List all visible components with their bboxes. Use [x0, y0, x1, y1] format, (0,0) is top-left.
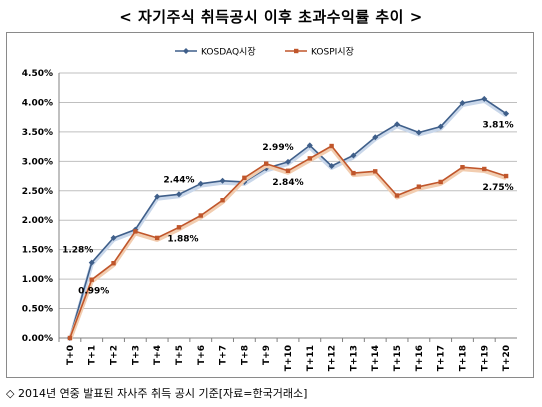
y-tick-label: 0.00% — [22, 334, 53, 344]
y-tick-label: 3.50% — [22, 128, 53, 138]
x-tick-label: T+11 — [306, 345, 316, 371]
data-point — [67, 335, 73, 341]
data-point — [350, 152, 357, 159]
data-point — [437, 123, 444, 130]
data-label: 1.88% — [167, 234, 198, 244]
y-tick-label: 2.00% — [22, 216, 53, 226]
data-point — [306, 142, 313, 149]
data-point — [88, 259, 95, 266]
data-point — [328, 163, 335, 170]
x-tick-label: T+13 — [349, 345, 359, 371]
data-point — [133, 229, 138, 234]
data-point — [415, 129, 422, 136]
data-point — [394, 193, 400, 198]
legend-marker — [183, 48, 189, 54]
data-point — [482, 166, 487, 172]
chart-title: < 자기주식 취득공시 이후 초과수익률 추이 > — [119, 8, 423, 26]
x-tick-label: T+6 — [197, 345, 207, 365]
footnote: ◇ 2014년 연중 발표된 자사주 취득 공시 기준[자료=한국거래소] — [6, 387, 308, 400]
x-tick-label: T+15 — [393, 345, 403, 371]
x-tick-label: T+18 — [458, 345, 468, 371]
y-tick-label: 4.00% — [22, 98, 53, 108]
x-tick-label: T+8 — [240, 345, 250, 365]
data-point — [220, 198, 225, 203]
data-label: 2.99% — [262, 143, 293, 153]
x-tick-label: T+19 — [480, 345, 490, 371]
y-tick-label: 0.50% — [22, 305, 53, 315]
y-tick-label: 2.50% — [22, 187, 53, 197]
data-label: 0.99% — [78, 287, 109, 297]
x-tick-label: T+7 — [219, 345, 229, 365]
data-point — [394, 121, 401, 128]
data-point — [285, 168, 291, 173]
x-tick-label: T+3 — [131, 345, 141, 365]
x-tick-label: T+16 — [415, 345, 425, 371]
series-line-0 — [69, 98, 507, 339]
data-point — [481, 95, 488, 102]
data-point — [503, 110, 510, 117]
legend-label: KOSDAQ시장 — [201, 47, 256, 58]
legend-label: KOSPI시장 — [311, 47, 354, 58]
data-point — [176, 225, 182, 230]
data-point — [351, 170, 356, 176]
data-point — [154, 193, 161, 200]
x-tick-label: T+17 — [437, 345, 447, 371]
y-tick-label: 1.00% — [22, 275, 53, 285]
data-point — [372, 134, 379, 141]
data-point — [175, 191, 182, 198]
data-point — [460, 165, 465, 170]
data-label: 3.81% — [482, 121, 513, 131]
data-point — [263, 161, 269, 166]
x-tick-label: T+5 — [175, 345, 185, 365]
data-point — [242, 175, 247, 181]
data-point — [219, 177, 226, 184]
legend-marker — [294, 48, 299, 54]
x-tick-label: T+2 — [110, 345, 120, 365]
data-point — [438, 179, 443, 185]
x-tick-label: T+4 — [153, 345, 163, 365]
data-point — [110, 234, 117, 241]
line-chart: 0.00% 0.50% 1.00% 1.50% 2.00% 2.50% 3.00% 3.50%… — [22, 47, 517, 371]
x-tick-label: T+10 — [284, 345, 294, 371]
y-tick-label: 3.00% — [22, 157, 53, 167]
data-label: 1.28% — [62, 246, 93, 256]
data-point — [459, 100, 466, 107]
data-point — [89, 277, 94, 282]
x-tick-label: T+14 — [371, 345, 381, 371]
data-point — [198, 213, 203, 218]
x-tick-label: T+12 — [328, 345, 338, 371]
data-point — [307, 156, 313, 161]
y-tick-label: 4.50% — [22, 69, 53, 79]
data-point — [329, 143, 334, 149]
x-tick-label: T+20 — [502, 345, 512, 371]
data-point — [503, 173, 509, 179]
data-label: 2.84% — [272, 178, 303, 188]
data-point — [373, 169, 378, 174]
data-label: 2.75% — [482, 183, 513, 193]
data-point — [416, 184, 422, 189]
chart-area: 0.00% 0.50% 1.00% 1.50% 2.00% 2.50% 3.00% 3.50%… — [6, 32, 534, 378]
data-label: 2.44% — [163, 175, 194, 185]
data-point — [154, 235, 160, 241]
x-tick-label: T+1 — [88, 345, 98, 365]
x-tick-label: T+0 — [66, 345, 76, 365]
data-point — [197, 180, 204, 187]
data-point — [285, 158, 291, 165]
data-point — [111, 261, 116, 266]
y-tick-label: 1.50% — [22, 246, 53, 256]
x-tick-label: T+9 — [262, 345, 272, 365]
